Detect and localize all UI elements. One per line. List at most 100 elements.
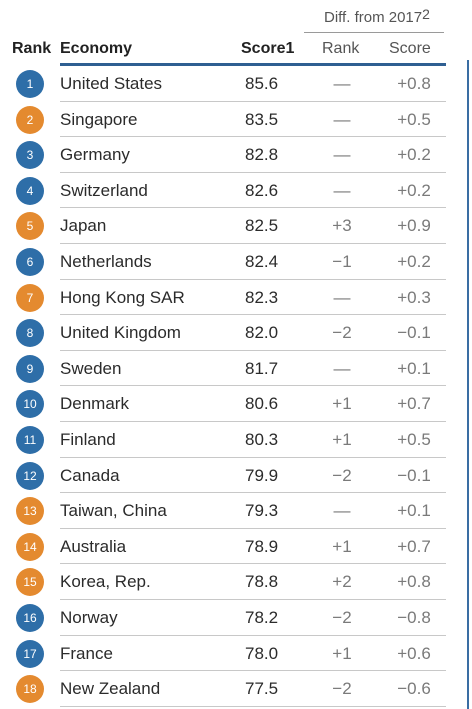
score-cell: 79.9 [245, 465, 279, 485]
score-cell: 80.3 [245, 429, 279, 449]
rank-change-cell: — [333, 501, 351, 521]
rank-badge: 12 [16, 461, 44, 490]
score-change-cell: +0.5 [397, 109, 431, 129]
economy-cell: Norway [60, 607, 118, 627]
economy-cell: France [60, 643, 113, 663]
score-change-cell: +0.1 [397, 358, 431, 378]
score-change-cell: +0.6 [397, 643, 431, 663]
rank-change-cell: +3 [332, 216, 352, 236]
row-divider [60, 456, 446, 458]
row-divider [60, 420, 446, 422]
score-change-cell: +0.3 [397, 287, 431, 307]
economy-cell: Switzerland [60, 180, 148, 200]
rank-badge: 8 [16, 319, 44, 348]
rank-badge: 10 [16, 390, 44, 419]
table-row: 13 Taiwan, China 79.3 — +0.1 [0, 493, 446, 529]
ranking-table: 1 United States 85.6 — +0.8 2 Singapore 83.5 — +0… [0, 66, 446, 707]
footnote-marker: 2 [422, 6, 430, 22]
rank-badge: 14 [16, 532, 44, 561]
rank-badge: 11 [16, 425, 44, 454]
row-divider [60, 527, 446, 529]
score-change-cell: +0.7 [397, 394, 431, 414]
score-cell: 78.0 [245, 643, 279, 663]
score-change-cell: −0.8 [397, 607, 431, 627]
table-header: Rank Economy Score1 Rank Score [0, 37, 446, 61]
table-row: 16 Norway 78.2 −2 −0.8 [0, 600, 446, 636]
economy-cell: Hong Kong SAR [60, 287, 185, 307]
score-change-cell: +0.5 [397, 429, 431, 449]
score-cell: 79.3 [245, 501, 279, 521]
economy-cell: Sweden [60, 358, 122, 378]
rank-change-cell: −2 [332, 323, 352, 343]
row-divider [60, 242, 446, 244]
economy-column-header: Economy [60, 40, 133, 57]
rank-badge: 3 [16, 141, 44, 170]
score-change-cell: +0.9 [397, 216, 431, 236]
score-change-cell: +0.2 [397, 180, 431, 200]
rank-change-cell: +2 [332, 572, 352, 592]
economy-cell: Taiwan, China [60, 501, 167, 521]
table-row: 12 Canada 79.9 −2 −0.1 [0, 458, 446, 494]
rank-badge: 17 [16, 639, 44, 668]
diff-from-label: Diff. from 2017 [324, 9, 423, 26]
row-divider [60, 349, 446, 351]
table-row: 17 France 78.0 +1 +0.6 [0, 636, 446, 672]
score-change-cell: +0.2 [397, 145, 431, 165]
row-divider [60, 598, 446, 600]
economy-cell: Singapore [60, 109, 138, 129]
score-change-cell: −0.6 [397, 679, 431, 699]
rank-change-cell: — [333, 287, 351, 307]
row-divider [60, 278, 446, 280]
row-divider [60, 136, 446, 138]
rank-change-cell: −2 [332, 607, 352, 627]
right-border-rule [467, 60, 469, 709]
table-row: 15 Korea, Rep. 78.8 +2 +0.8 [0, 564, 446, 600]
economy-cell: United States [60, 74, 163, 93]
score-change-column-header: Score [389, 40, 431, 57]
score-cell: 82.0 [245, 323, 279, 343]
score-column-header: Score1 [241, 40, 295, 57]
rank-badge: 5 [16, 212, 44, 241]
row-divider [60, 705, 446, 707]
score-cell: 78.9 [245, 536, 279, 556]
rank-change-cell: — [333, 358, 351, 378]
rank-change-cell: −1 [332, 251, 352, 271]
rank-change-cell: +1 [332, 429, 352, 449]
economy-cell: Canada [60, 465, 120, 485]
rank-badge: 13 [16, 497, 44, 526]
score-cell: 82.8 [245, 145, 279, 165]
rank-change-cell: — [333, 145, 351, 165]
score-cell: 80.6 [245, 394, 279, 414]
row-divider [60, 634, 446, 636]
economy-cell: United Kingdom [60, 323, 181, 343]
score-change-cell: −0.1 [397, 323, 431, 343]
rank-badge: 16 [16, 603, 44, 632]
diff-from-2017-header: Diff. from 20172 [324, 6, 430, 26]
score-cell: 82.5 [245, 216, 279, 236]
rank-change-cell: — [333, 109, 351, 129]
rank-change-cell: — [333, 74, 351, 93]
economy-cell: Germany [60, 145, 130, 165]
score-change-cell: +0.8 [397, 74, 431, 93]
score-cell: 82.3 [245, 287, 279, 307]
rank-badge: 18 [16, 675, 44, 704]
table-row: 2 Singapore 83.5 — +0.5 [0, 102, 446, 138]
score-change-cell: +0.8 [397, 572, 431, 592]
table-row: 9 Sweden 81.7 — +0.1 [0, 351, 446, 387]
row-divider [60, 100, 446, 102]
rank-change-cell: −2 [332, 679, 352, 699]
score-cell: 83.5 [245, 109, 279, 129]
score-cell: 85.6 [245, 74, 279, 93]
row-divider [60, 314, 446, 316]
table-row: 3 Germany 82.8 — +0.2 [0, 137, 446, 173]
row-divider [60, 670, 446, 672]
economy-cell: New Zealand [60, 679, 161, 699]
rank-change-cell: +1 [332, 536, 352, 556]
economy-cell: Denmark [60, 394, 129, 414]
score-cell: 82.6 [245, 180, 279, 200]
table-row: 7 Hong Kong SAR 82.3 — +0.3 [0, 280, 446, 316]
score-cell: 77.5 [245, 679, 279, 699]
economy-cell: Korea, Rep. [60, 572, 151, 592]
score-change-cell: +0.7 [397, 536, 431, 556]
rank-badge: 15 [16, 568, 44, 597]
